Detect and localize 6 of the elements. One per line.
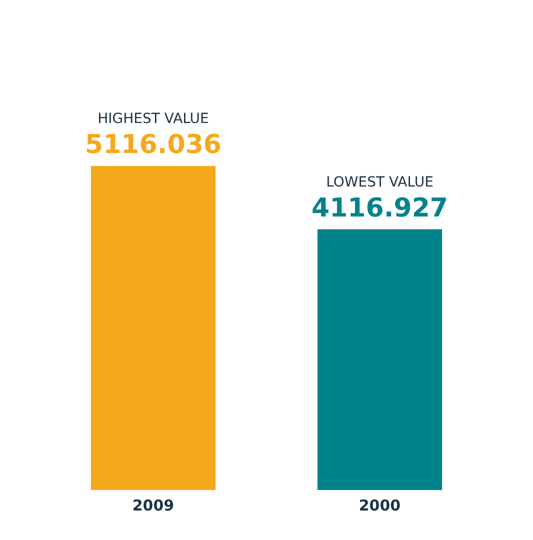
data-label: 4116.927 <box>311 193 448 224</box>
annotation: LOWEST VALUE <box>326 174 434 190</box>
data-label: 5116.036 <box>84 130 222 160</box>
text: HIGHEST VALUE <box>98 110 209 127</box>
x-tick-label: 2009 <box>132 496 174 514</box>
x-tick-label: 2000 <box>358 496 401 514</box>
